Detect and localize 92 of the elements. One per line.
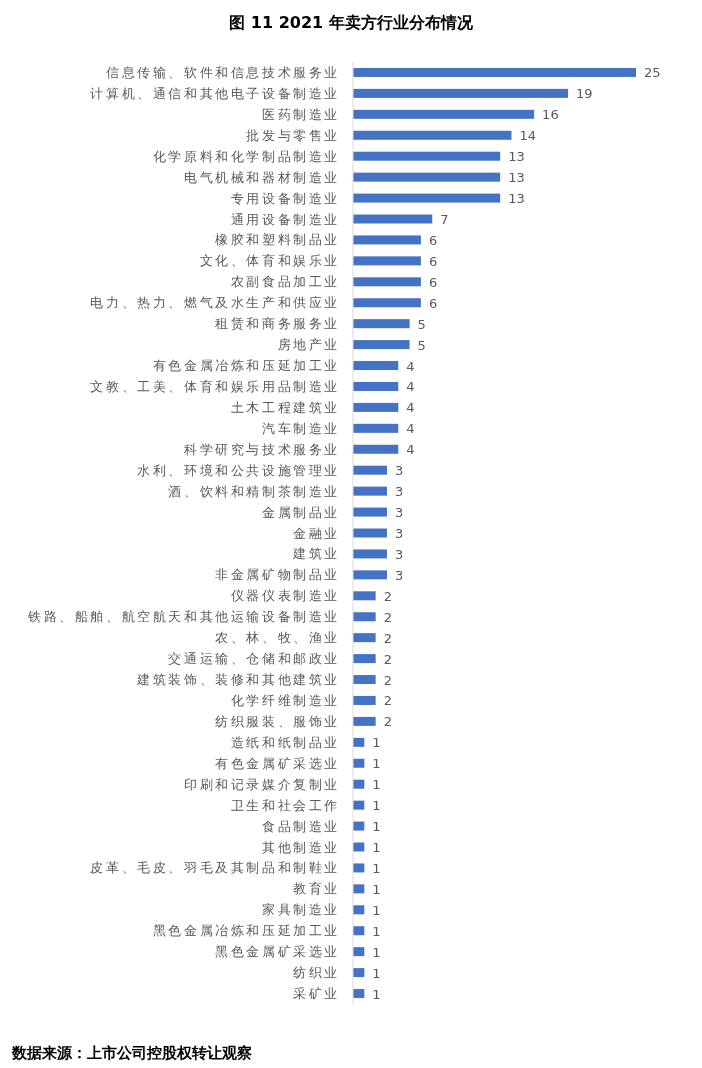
data-label: 2 xyxy=(383,630,392,646)
y-tick-label: 专用设备制造业 xyxy=(230,190,340,206)
y-tick-label: 家具制造业 xyxy=(262,902,340,918)
y-tick-label: 有色金属冶炼和压延加工业 xyxy=(152,358,340,374)
data-label: 2 xyxy=(383,714,392,730)
y-tick-label: 非金属矿物制品业 xyxy=(215,567,340,583)
y-tick-label: 农副食品加工业 xyxy=(230,274,340,290)
y-tick-label: 建筑业 xyxy=(292,546,340,562)
data-label: 1 xyxy=(372,735,381,751)
y-tick-label: 金属制品业 xyxy=(262,504,340,520)
data-label: 2 xyxy=(383,651,392,667)
data-label: 5 xyxy=(417,316,426,332)
data-label: 1 xyxy=(372,881,381,897)
y-tick-label: 租赁和商务服务业 xyxy=(215,316,340,332)
y-tick-label: 纺织服装、服饰业 xyxy=(215,713,340,729)
y-tick-label: 铁路、船舶、航空航天和其他运输设备制造业 xyxy=(27,609,340,625)
data-label: 1 xyxy=(372,756,381,772)
data-label: 25 xyxy=(644,65,661,81)
data-label: 2 xyxy=(383,609,392,625)
data-label: 1 xyxy=(372,923,381,939)
y-tick-label: 皮革、毛皮、羽毛及其制品和制鞋业 xyxy=(90,860,340,876)
y-tick-label: 印刷和记录媒介复制业 xyxy=(184,776,340,792)
data-label: 16 xyxy=(542,107,559,123)
y-tick-label: 化学纤维制造业 xyxy=(230,692,340,708)
data-label: 1 xyxy=(372,965,381,981)
data-label: 2 xyxy=(383,672,392,688)
y-tick-label: 文化、体育和娱乐业 xyxy=(199,253,340,269)
y-tick-label: 有色金属矿采选业 xyxy=(215,755,340,771)
data-label: 5 xyxy=(417,337,426,353)
data-label: 14 xyxy=(519,128,537,144)
y-tick-label: 卫生和社会工作 xyxy=(230,797,340,813)
y-tick-label: 汽车制造业 xyxy=(262,420,340,436)
y-tick-label: 房地产业 xyxy=(277,337,340,353)
data-label: 4 xyxy=(406,421,415,437)
data-label: 13 xyxy=(508,149,525,165)
data-label: 3 xyxy=(394,463,404,479)
data-label: 1 xyxy=(372,860,381,876)
data-label: 1 xyxy=(372,986,381,1002)
y-tick-label: 酒、饮料和精制茶制造业 xyxy=(168,483,340,499)
y-tick-label: 通用设备制造业 xyxy=(230,211,340,227)
y-tick-label: 科学研究与技术服务业 xyxy=(184,441,340,457)
source-note: 数据来源：上市公司控股权转让观察 xyxy=(11,1044,252,1062)
y-tick-label: 土木工程建筑业 xyxy=(230,399,340,415)
data-label: 1 xyxy=(372,840,381,855)
data-label: 2 xyxy=(383,693,392,709)
y-tick-label: 化学原料和化学制品制造业 xyxy=(152,148,340,164)
y-tick-label: 信息传输、软件和信息技术服务业 xyxy=(106,64,340,80)
y-tick-label: 医药制造业 xyxy=(262,106,340,122)
y-tick-label: 建筑装饰、装修和其他建筑业 xyxy=(136,672,340,688)
y-tick-label: 其他制造业 xyxy=(262,839,340,855)
data-label: 13 xyxy=(508,170,525,186)
y-tick-label: 交通运输、仓储和邮政业 xyxy=(168,651,340,667)
y-tick-label: 黑色金属冶炼和压延加工业 xyxy=(152,923,340,939)
data-label: 3 xyxy=(394,526,404,541)
data-label: 2 xyxy=(383,588,392,604)
data-label: 4 xyxy=(406,358,415,374)
y-tick-label: 造纸和纸制品业 xyxy=(230,734,340,750)
data-label: 6 xyxy=(428,274,438,290)
data-label: 1 xyxy=(372,777,381,793)
data-label: 1 xyxy=(372,798,381,814)
data-label: 6 xyxy=(428,295,438,311)
data-label: 1 xyxy=(372,819,381,835)
y-tick-label: 黑色金属矿采选业 xyxy=(215,944,340,960)
y-tick-label: 食品制造业 xyxy=(262,818,340,834)
data-label: 4 xyxy=(406,400,415,416)
y-tick-label: 文教、工美、体育和娱乐用品制造业 xyxy=(90,378,340,394)
data-label: 19 xyxy=(576,86,593,102)
data-label: 1 xyxy=(372,902,381,918)
y-tick-label: 纺织业 xyxy=(293,965,340,981)
y-tick-label: 农、林、牧、渔业 xyxy=(215,630,340,646)
data-label: 13 xyxy=(508,191,525,207)
data-label: 3 xyxy=(394,567,404,583)
y-tick-label: 金融业 xyxy=(293,525,340,541)
data-label: 7 xyxy=(440,212,449,227)
y-tick-label: 仪器仪表制造业 xyxy=(230,588,340,604)
data-label: 6 xyxy=(428,232,438,248)
y-tick-label: 计算机、通信和其他电子设备制造业 xyxy=(90,85,340,101)
y-tick-label: 橡胶和塑料制品业 xyxy=(215,232,340,248)
y-tick-label: 电气机械和器材制造业 xyxy=(184,169,340,185)
y-tick-label: 教育业 xyxy=(293,881,340,897)
data-label: 6 xyxy=(428,253,438,269)
data-label: 4 xyxy=(406,379,415,395)
y-tick-label: 采矿业 xyxy=(293,986,340,1002)
chart-title: 图 11 2021 年卖方行业分布情况 xyxy=(229,13,474,32)
y-tick-label: 批发与零售业 xyxy=(246,127,340,143)
y-tick-label: 水利、环境和公共设施管理业 xyxy=(137,462,340,478)
data-label: 3 xyxy=(394,505,404,521)
data-label: 3 xyxy=(394,546,404,562)
y-tick-label: 电力、热力、燃气及水生产和供应业 xyxy=(90,295,340,311)
data-label: 3 xyxy=(394,484,404,500)
data-label: 4 xyxy=(406,442,415,458)
data-label: 1 xyxy=(372,944,381,960)
